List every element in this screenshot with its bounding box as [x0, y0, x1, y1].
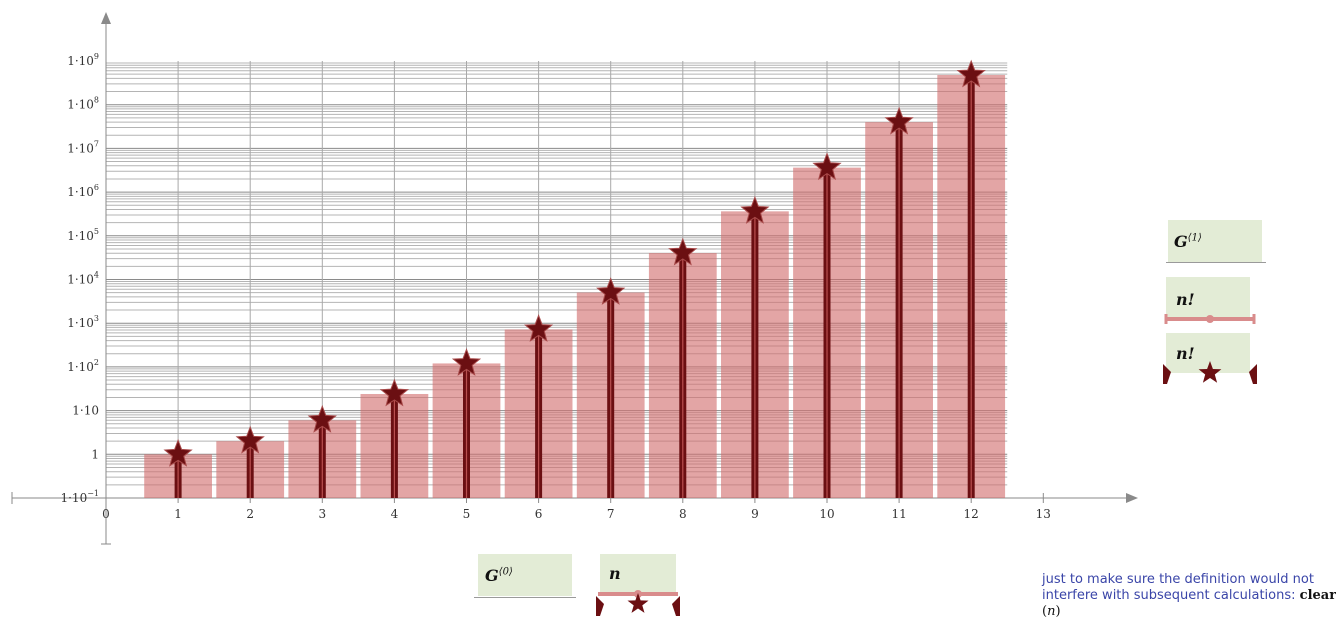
x-axis-placeholder[interactable] [478, 554, 572, 596]
x-trace-placeholder[interactable] [600, 554, 676, 596]
y-tick-label: 1 [91, 447, 99, 461]
data-point-star [523, 313, 554, 342]
x-trace-half-star-left-icon [596, 596, 604, 616]
clear-close-paren: ) [1055, 604, 1061, 619]
y-axis-placeholder-underline [1166, 262, 1266, 263]
data-point-star [668, 237, 698, 266]
legend-half-star-left-icon [1163, 364, 1171, 384]
data-point-star [307, 404, 337, 433]
data-point-star [451, 347, 482, 376]
tick-labels: 0 1 2 3 4 5 6 7 8 9 10 11 12 131·10−111·101·1021·1031… [60, 52, 1050, 521]
x-tick-label: 12 [964, 507, 979, 521]
data-point-star [884, 106, 914, 135]
x-trace-star-icon [627, 593, 649, 613]
y-axis-placeholder[interactable] [1168, 220, 1262, 262]
x-tick-label: 7 [607, 507, 615, 521]
y-tick-label: 1·105 [67, 227, 99, 243]
stem-star-series [163, 59, 986, 498]
x-tick-label: 13 [1036, 507, 1051, 521]
y-tick-label: 1·10 [72, 404, 99, 418]
legend-star-icon [1198, 361, 1222, 383]
legend-label-stems: n! [1176, 344, 1195, 363]
y-tick-label: 1·107 [67, 139, 99, 155]
y-tick-label: 1·109 [67, 52, 99, 68]
y-axis-label: G⟨1⟩ [1174, 232, 1202, 251]
x-tick-label: 5 [463, 507, 471, 521]
x-tick-label: 11 [891, 507, 906, 521]
x-axis-label: G⟨0⟩ [485, 566, 513, 585]
y-tick-label: 1·106 [67, 183, 99, 199]
x-tick-label: 8 [679, 507, 687, 521]
clear-note-text: just to make sure the definition would n… [1042, 572, 1314, 603]
y-tick-label: 1·103 [67, 314, 99, 330]
x-axis-placeholder-underline [474, 597, 576, 598]
x-trace-swatch [596, 590, 680, 616]
x-trace-half-star-right-icon [672, 596, 680, 616]
legend-swatch-bars [1164, 314, 1256, 324]
x-tick-label: 3 [318, 507, 326, 521]
y-tick-label: 1·108 [67, 96, 99, 112]
x-trace-label: n [609, 564, 621, 583]
x-tick-label: 10 [819, 507, 834, 521]
x-tick-label: 4 [391, 507, 399, 521]
x-tick-label: 1 [174, 507, 182, 521]
legend-swatch-stems [1163, 361, 1257, 384]
x-tick-label: 6 [535, 507, 543, 521]
legend-half-star-right-icon [1249, 364, 1257, 384]
y-axis-arrow [101, 12, 111, 24]
clear-arg: n [1047, 604, 1056, 619]
clear-open-paren: ( [1042, 604, 1048, 619]
x-tick-label: 0 [102, 507, 110, 521]
data-point-star [596, 277, 626, 305]
legend-entry-bars[interactable] [1166, 277, 1250, 317]
y-tick-label: 1·102 [67, 358, 99, 374]
y-tick-label: 1·104 [67, 271, 99, 287]
x-axis-arrow [1126, 493, 1138, 503]
data-point-star [163, 438, 193, 467]
x-tick-label: 2 [246, 507, 254, 521]
data-point-star [379, 378, 410, 407]
data-point-star [956, 59, 986, 88]
y-tick-label: 1·10−1 [60, 489, 99, 505]
clear-note: just to make sure the definition would n… [1042, 572, 1336, 620]
legend-entry-stems[interactable] [1166, 333, 1250, 373]
data-point-star [740, 195, 770, 224]
legend-label-bars: n! [1176, 290, 1195, 309]
x-tick-label: 9 [751, 507, 759, 521]
data-point-star [812, 152, 842, 181]
data-point-star [235, 425, 265, 454]
clear-command: clear [1299, 588, 1336, 603]
